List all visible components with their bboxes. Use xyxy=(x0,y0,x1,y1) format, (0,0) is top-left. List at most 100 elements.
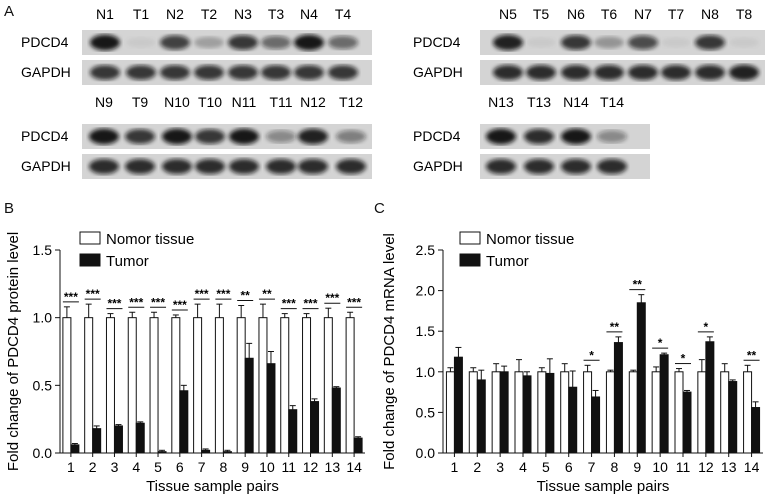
bar-tumor xyxy=(545,372,555,454)
x-tick-label: 8 xyxy=(611,459,619,475)
y-axis-label: Fold change of PDCD4 protein level xyxy=(5,232,22,471)
bar-tumor xyxy=(613,342,623,454)
blot-band xyxy=(126,65,156,80)
significance-marker: ** xyxy=(747,348,757,362)
bar-normal xyxy=(149,317,159,454)
y-tick-label: 0.0 xyxy=(416,445,436,461)
blot-row-label: GAPDH xyxy=(413,64,463,80)
significance-marker: *** xyxy=(151,295,165,309)
lane-label: N12 xyxy=(300,94,326,110)
blot-band xyxy=(597,158,627,175)
lane-label: N10 xyxy=(164,94,190,110)
bar-tumor xyxy=(659,354,669,454)
x-tick-label: 12 xyxy=(698,459,714,475)
bar-normal xyxy=(605,371,615,454)
blot-band xyxy=(661,37,691,48)
lane-label: T14 xyxy=(600,94,624,110)
blot-band xyxy=(160,35,190,50)
blot-band xyxy=(228,35,258,50)
blot-band xyxy=(597,130,627,143)
bar-normal xyxy=(62,317,72,454)
x-tick-label: 5 xyxy=(542,459,550,475)
bar-normal xyxy=(280,317,290,454)
bar-tumor xyxy=(201,449,211,454)
bar-tumor xyxy=(728,381,738,454)
bar-normal xyxy=(468,371,478,454)
bar-tumor xyxy=(135,422,145,454)
blot-band xyxy=(90,65,120,80)
significance-marker: *** xyxy=(195,287,209,301)
bar-normal xyxy=(651,371,661,454)
lane-label: N14 xyxy=(563,94,589,110)
blot-band xyxy=(89,158,119,175)
legend-label: Tumor xyxy=(486,253,529,270)
y-tick-label: 1.0 xyxy=(33,310,53,326)
lane-label: N7 xyxy=(634,6,652,22)
bar-normal xyxy=(720,371,730,454)
bar-tumor xyxy=(522,375,532,454)
blot-band xyxy=(90,34,120,51)
blot-band xyxy=(328,65,358,80)
blot-row-label: PDCD4 xyxy=(21,128,69,144)
bar-tumor xyxy=(266,363,276,454)
bar-normal xyxy=(127,317,137,454)
blot-band xyxy=(486,158,516,175)
legend-swatch xyxy=(459,231,481,245)
blot-row-label: PDCD4 xyxy=(413,34,461,50)
blot-band xyxy=(261,65,291,80)
bar-normal xyxy=(560,371,570,454)
x-tick-label: 10 xyxy=(652,459,668,475)
significance-marker: *** xyxy=(216,287,230,301)
significance-marker: *** xyxy=(173,298,187,312)
lane-label: N2 xyxy=(166,6,184,22)
blot-band xyxy=(228,65,258,80)
blot-band xyxy=(561,64,591,81)
blot-band xyxy=(729,37,759,48)
x-tick-label: 2 xyxy=(473,459,481,475)
bar-normal xyxy=(258,317,268,454)
x-tick-label: 1 xyxy=(451,459,459,475)
bar-normal xyxy=(323,317,333,454)
x-tick-label: 4 xyxy=(132,459,140,475)
x-tick-label: 13 xyxy=(325,459,341,475)
bar-normal xyxy=(674,371,684,454)
blot-row-label: PDCD4 xyxy=(21,34,69,50)
bar-tumor xyxy=(453,356,463,454)
bar-tumor xyxy=(70,444,80,454)
bar-tumor xyxy=(157,451,167,454)
blot-band xyxy=(89,128,119,145)
blot-band xyxy=(524,158,554,175)
bar-tumor xyxy=(568,386,578,454)
blot-band xyxy=(628,64,658,81)
blot-band xyxy=(695,64,725,81)
bar-tumor xyxy=(113,425,123,454)
bar-tumor xyxy=(591,396,601,454)
lane-label: N13 xyxy=(488,94,514,110)
lane-label: N8 xyxy=(701,6,719,22)
lane-label: T13 xyxy=(527,94,551,110)
legend-label: Nomor tissue xyxy=(106,231,194,248)
blot-band xyxy=(298,158,328,175)
blot-row-label: PDCD4 xyxy=(413,128,461,144)
lane-label: N11 xyxy=(232,94,257,110)
lane-label: N5 xyxy=(499,6,517,22)
bar-normal xyxy=(302,317,312,454)
bar-tumor xyxy=(751,407,761,454)
blot-band xyxy=(266,130,296,143)
y-axis-label: Fold change of PDCD4 mRNA level xyxy=(381,233,398,470)
blot-band xyxy=(194,65,224,80)
bar-normal xyxy=(193,317,203,454)
x-tick-label: 14 xyxy=(346,459,362,475)
bar-normal xyxy=(105,317,115,454)
bar-tumor xyxy=(705,341,715,454)
bar-normal xyxy=(345,317,355,454)
panel-c-label: C xyxy=(374,200,385,217)
y-tick-label: 0.5 xyxy=(416,404,436,420)
y-tick-label: 1.5 xyxy=(33,242,53,258)
lane-label: T4 xyxy=(335,6,352,22)
x-tick-label: 8 xyxy=(219,459,227,475)
lane-label: T12 xyxy=(339,94,363,110)
x-axis-label: Tissue sample pairs xyxy=(537,478,670,495)
x-tick-label: 9 xyxy=(633,459,641,475)
bar-tumor xyxy=(179,390,189,454)
